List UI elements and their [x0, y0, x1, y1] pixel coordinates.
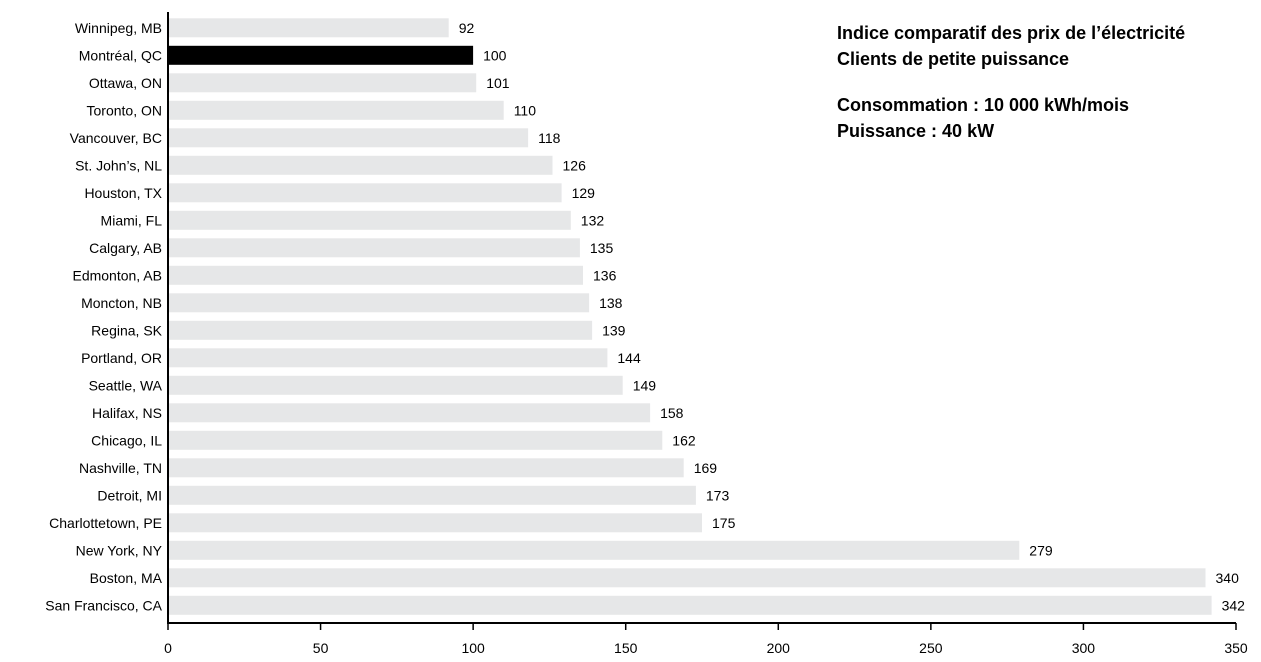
- bar: [168, 210, 571, 230]
- bar: [168, 100, 504, 120]
- category-label: Moncton, NB: [81, 295, 162, 311]
- x-tick-label: 350: [1224, 640, 1248, 656]
- category-label: Calgary, AB: [89, 240, 162, 256]
- bar: [168, 485, 696, 505]
- data-label: 129: [572, 185, 596, 201]
- bar: [168, 458, 684, 478]
- category-label: Portland, OR: [81, 350, 162, 366]
- category-label: Montréal, QC: [79, 47, 162, 63]
- data-label: 169: [694, 460, 718, 476]
- category-label: Boston, MA: [90, 570, 163, 586]
- bar: [168, 595, 1212, 615]
- data-label: 279: [1029, 542, 1053, 558]
- bar: [168, 18, 449, 38]
- chart-title-block: Indice comparatif des prix de l’électric…: [837, 20, 1185, 144]
- data-label: 136: [593, 267, 617, 283]
- category-label: St. John’s, NL: [75, 157, 162, 173]
- data-label: 158: [660, 405, 684, 421]
- category-label: Charlottetown, PE: [49, 515, 162, 531]
- data-label: 175: [712, 515, 736, 531]
- x-tick-label: 200: [767, 640, 791, 656]
- category-label: Chicago, IL: [91, 432, 162, 448]
- x-tick-label: 0: [164, 640, 172, 656]
- bar: [168, 348, 608, 368]
- category-label: Halifax, NS: [92, 405, 162, 421]
- axes-group: 0 50 100 150 200 250 300 350: [164, 12, 1248, 656]
- category-label: Winnipeg, MB: [75, 20, 162, 36]
- category-label: Houston, TX: [84, 185, 162, 201]
- category-label: New York, NY: [76, 542, 163, 558]
- bar: [168, 568, 1206, 588]
- bar: [168, 375, 623, 395]
- data-label: 173: [706, 487, 730, 503]
- bar: [168, 293, 590, 313]
- data-label: 110: [514, 102, 537, 118]
- bar: [168, 430, 663, 450]
- data-label: 92: [459, 20, 475, 36]
- bar: [168, 238, 580, 258]
- data-label: 118: [538, 130, 561, 146]
- bar: [168, 45, 474, 65]
- data-label: 138: [599, 295, 623, 311]
- chart-note-consumption: Consommation : 10 000 kWh/mois: [837, 95, 1130, 115]
- category-label: Edmonton, AB: [72, 267, 162, 283]
- bar: [168, 265, 583, 285]
- bar: [168, 183, 562, 203]
- bar: [168, 128, 529, 148]
- category-label: Detroit, MI: [97, 487, 162, 503]
- x-tick-label: 250: [919, 640, 943, 656]
- category-label: Ottawa, ON: [89, 75, 162, 91]
- x-tick-label: 300: [1072, 640, 1096, 656]
- data-label: 135: [590, 240, 614, 256]
- data-label: 144: [617, 350, 641, 366]
- data-label: 101: [486, 75, 510, 91]
- category-label: Vancouver, BC: [70, 130, 162, 146]
- bar: [168, 513, 702, 533]
- x-tick-label: 100: [461, 640, 485, 656]
- category-label: Regina, SK: [91, 322, 162, 338]
- x-tick-label: 50: [313, 640, 329, 656]
- chart-title: Indice comparatif des prix de l’électric…: [837, 23, 1186, 43]
- bar: [168, 320, 593, 340]
- bar: [168, 155, 553, 175]
- bars-group: Winnipeg, MB 92 Montréal, QC 100 Ottawa, ON 1…: [45, 18, 1245, 615]
- data-label: 342: [1222, 597, 1246, 613]
- category-label: Miami, FL: [101, 212, 163, 228]
- x-tick-label: 150: [614, 640, 638, 656]
- data-label: 132: [581, 212, 605, 228]
- category-label: Toronto, ON: [87, 102, 162, 118]
- data-label: 100: [483, 47, 507, 63]
- category-label: Seattle, WA: [89, 377, 163, 393]
- bar: [168, 403, 651, 423]
- data-label: 149: [633, 377, 657, 393]
- category-label: San Francisco, CA: [45, 597, 162, 613]
- chart-note-power: Puissance : 40 kW: [837, 121, 995, 141]
- category-label: Nashville, TN: [79, 460, 162, 476]
- data-label: 340: [1216, 570, 1240, 586]
- data-label: 139: [602, 322, 626, 338]
- data-label: 126: [563, 157, 587, 173]
- bar: [168, 540, 1020, 560]
- data-label: 162: [672, 432, 696, 448]
- chart-subtitle: Clients de petite puissance: [837, 49, 1070, 69]
- bar: [168, 73, 477, 93]
